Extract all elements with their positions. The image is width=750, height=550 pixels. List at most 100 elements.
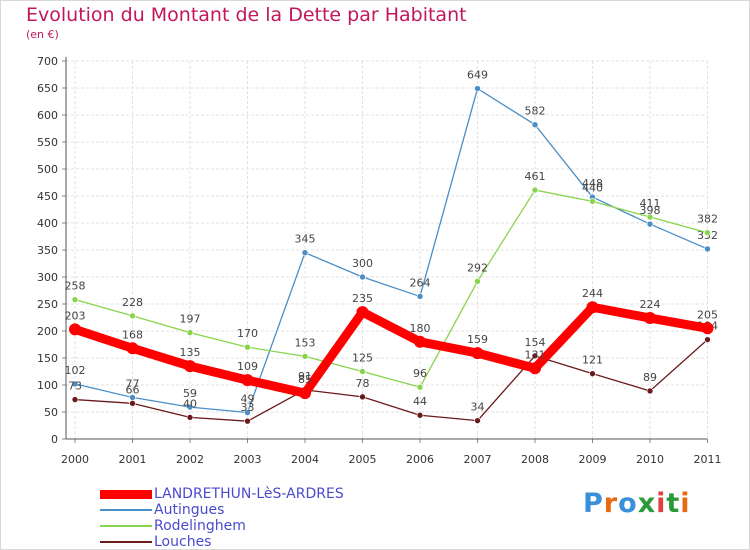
data-label-rodelinghem: 440 (582, 181, 603, 194)
y-tick-label: 500 (37, 163, 58, 176)
logo-letter: o (618, 488, 638, 519)
x-tick-label: 2009 (579, 453, 607, 466)
data-label-rodelinghem: 258 (65, 280, 86, 293)
legend-label: Autingues (154, 502, 225, 518)
y-tick-label: 100 (37, 379, 58, 392)
legend-item: LANDRETHUN-LèS-ARDRES (100, 486, 400, 502)
data-point-landrethun-l-s-ardres (529, 362, 541, 375)
data-label-louches: 34 (471, 401, 485, 414)
data-point-rodelinghem (589, 198, 596, 205)
x-tick-label: 2008 (521, 453, 549, 466)
y-tick-label: 400 (37, 217, 58, 230)
data-label-louches: 154 (525, 336, 546, 349)
data-point-autingues (704, 245, 711, 253)
data-point-landrethun-l-s-ardres (299, 387, 311, 400)
legend-label: LANDRETHUN-LèS-ARDRES (154, 486, 344, 502)
data-label-rodelinghem: 411 (640, 197, 661, 210)
data-label-rodelinghem: 96 (413, 367, 427, 380)
data-point-louches (129, 400, 136, 407)
chart-title: Evolution du Montant de la Dette par Hab… (26, 4, 467, 26)
data-point-landrethun-l-s-ardres (184, 360, 196, 373)
data-label-louches: 44 (413, 395, 427, 408)
series-line-landrethun-l-s-ardres (70, 302, 712, 398)
x-tick-label: 2001 (119, 453, 147, 466)
data-point-louches (244, 417, 251, 425)
legend-item: Rodelinghem (100, 518, 400, 534)
data-point-autingues (531, 121, 539, 129)
data-label-louches: 91 (298, 370, 312, 383)
data-label-autingues: 77 (126, 377, 140, 390)
data-label-louches: 89 (643, 371, 657, 384)
data-label-landrethun-l-s-ardres: 131 (525, 348, 546, 361)
data-point-louches (474, 417, 481, 424)
data-point-autingues (186, 403, 194, 411)
legend-item: Autingues (100, 502, 400, 518)
data-label-landrethun-l-s-ardres: 168 (122, 328, 143, 341)
data-label-rodelinghem: 292 (467, 261, 488, 274)
legend-label: Rodelinghem (154, 518, 246, 534)
data-label-landrethun-l-s-ardres: 109 (237, 360, 258, 373)
x-tick-label: 2011 (694, 453, 722, 466)
data-point-rodelinghem (186, 329, 194, 336)
data-point-autingues (416, 293, 424, 300)
data-point-autingues (301, 249, 309, 256)
data-point-louches (531, 352, 539, 360)
data-label-landrethun-l-s-ardres: 203 (65, 309, 86, 322)
data-label-rodelinghem: 153 (295, 336, 316, 349)
data-label-rodelinghem: 461 (525, 170, 546, 183)
legend-swatch (100, 509, 152, 511)
x-tick-label: 2005 (349, 453, 377, 466)
data-point-rodelinghem (359, 368, 366, 375)
data-point-landrethun-l-s-ardres (414, 335, 426, 348)
data-point-rodelinghem (71, 296, 79, 303)
data-point-landrethun-l-s-ardres (69, 323, 81, 336)
y-tick-label: 600 (37, 109, 58, 122)
data-point-louches (416, 411, 424, 419)
data-point-rodelinghem (704, 229, 711, 237)
data-label-rodelinghem: 382 (697, 213, 718, 226)
data-point-rodelinghem (129, 312, 136, 320)
data-point-louches (359, 393, 366, 401)
data-label-louches: 66 (126, 383, 140, 396)
x-tick-label: 2007 (464, 453, 492, 466)
data-point-rodelinghem (244, 343, 251, 351)
data-point-rodelinghem (416, 383, 424, 391)
y-tick-label: 550 (37, 136, 58, 149)
data-point-autingues (244, 409, 251, 416)
x-tick-label: 2000 (61, 453, 89, 466)
logo-letter: P (583, 488, 604, 519)
proxiti-logo: Proxiti (583, 488, 691, 519)
y-tick-label: 50 (44, 406, 58, 419)
data-point-rodelinghem (474, 278, 481, 285)
logo-letter: t (666, 488, 681, 519)
data-label-rodelinghem: 125 (352, 352, 373, 365)
logo-letter: i (656, 488, 667, 519)
data-label-autingues: 649 (467, 69, 488, 82)
data-label-landrethun-l-s-ardres: 235 (352, 292, 373, 305)
data-label-autingues: 59 (183, 387, 197, 400)
y-tick-label: 700 (37, 55, 58, 68)
data-label-landrethun-l-s-ardres: 205 (697, 308, 718, 321)
data-label-autingues: 102 (65, 364, 86, 377)
data-point-autingues (71, 380, 79, 388)
data-label-autingues: 264 (410, 276, 431, 289)
data-label-autingues: 398 (640, 204, 661, 217)
x-tick-label: 2010 (636, 453, 664, 466)
data-label-landrethun-l-s-ardres: 224 (640, 298, 661, 311)
y-tick-label: 0 (51, 433, 58, 446)
data-label-autingues: 49 (241, 393, 255, 406)
y-tick-label: 200 (37, 325, 58, 338)
data-point-landrethun-l-s-ardres (644, 312, 656, 325)
data-label-landrethun-l-s-ardres: 85 (298, 373, 312, 386)
logo-letter: r (603, 488, 619, 519)
data-point-autingues (359, 273, 366, 281)
data-point-louches (704, 336, 711, 343)
y-tick-label: 450 (37, 190, 58, 203)
data-label-landrethun-l-s-ardres: 135 (180, 346, 201, 359)
data-point-rodelinghem (646, 213, 654, 221)
data-point-rodelinghem (531, 186, 539, 194)
data-label-rodelinghem: 197 (180, 313, 201, 326)
data-point-louches (71, 396, 79, 403)
data-point-landrethun-l-s-ardres (701, 322, 714, 335)
